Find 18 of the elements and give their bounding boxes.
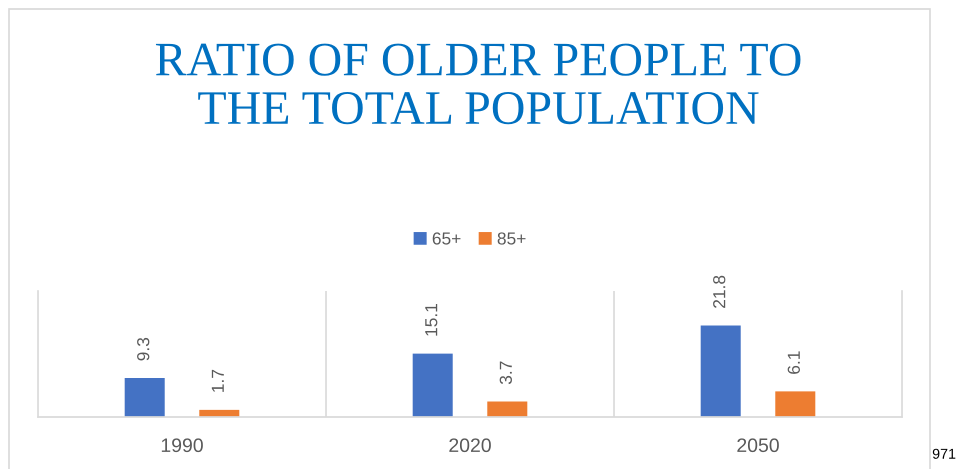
x-tick-label: 1990: [162, 438, 203, 452]
bar: [775, 391, 816, 417]
bar: [700, 325, 741, 417]
bar: [487, 401, 528, 417]
chart-title: RATIO OF OLDER PEOPLE TO THE TOTAL POPULATION: [156, 44, 800, 124]
data-label: 9.3: [137, 338, 150, 360]
legend-label: 85+: [498, 232, 526, 245]
bar: [412, 354, 453, 417]
data-label: 3.7: [500, 362, 512, 384]
data-label: 21.8: [713, 276, 726, 308]
bar: [124, 378, 165, 417]
x-tick-label: 2020: [449, 438, 491, 452]
data-label: 15.1: [425, 304, 438, 336]
data-label: 6.1: [788, 351, 800, 374]
x-tick-label: 2050: [737, 438, 779, 452]
text: 971: [932, 448, 956, 459]
legend-label: 65+: [432, 232, 460, 245]
data-label: 1.7: [212, 370, 224, 392]
